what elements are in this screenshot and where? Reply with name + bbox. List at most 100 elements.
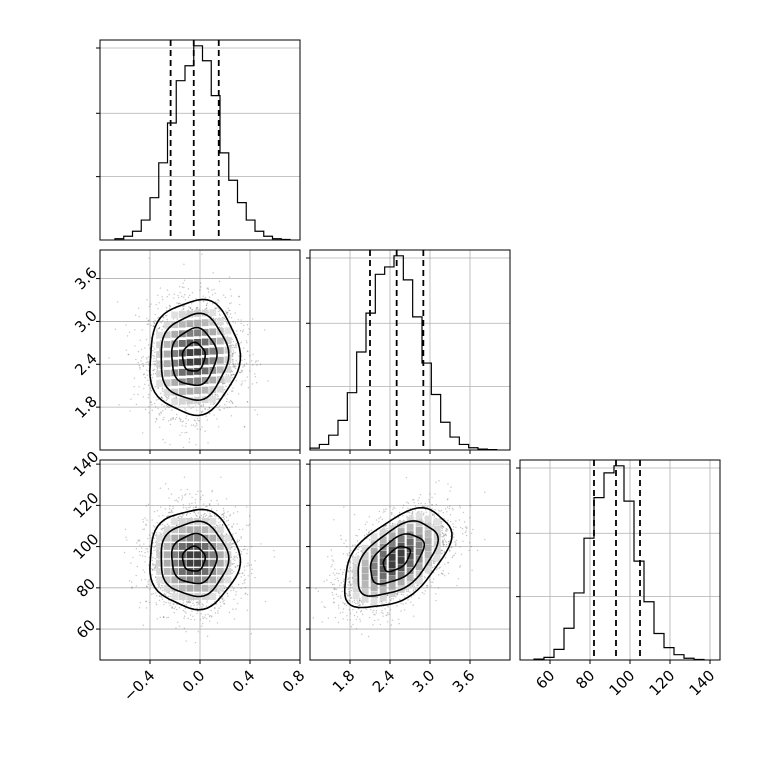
scatter-point (227, 312, 229, 314)
scatter-point (185, 417, 187, 420)
scatter-point (141, 329, 143, 331)
scatter-point (392, 508, 394, 511)
scatter-point (379, 623, 382, 626)
scatter-point (232, 353, 234, 355)
scatter-x-y-panel: 1.82.43.03.6 (71, 249, 301, 454)
scatter-point (144, 383, 146, 386)
scatter-point (259, 363, 262, 366)
scatter-point (153, 402, 156, 405)
scatter-point (204, 512, 206, 515)
scatter-point (448, 507, 451, 510)
scatter-point (207, 613, 209, 616)
scatter-point (224, 382, 226, 385)
scatter-point (156, 549, 159, 552)
scatter-point (139, 366, 141, 369)
scatter-point (315, 587, 317, 590)
scatter-point (238, 371, 241, 374)
density-cell (352, 592, 360, 600)
scatter-point (146, 358, 148, 360)
scatter-point (462, 540, 464, 542)
scatter-point (332, 594, 334, 596)
scatter-point (166, 289, 169, 291)
scatter-point (409, 591, 411, 593)
scatter-point (469, 504, 472, 507)
scatter-point (172, 297, 175, 299)
scatter-point (364, 523, 367, 526)
scatter-point (430, 581, 432, 583)
scatter-point (179, 418, 181, 420)
scatter-point (161, 598, 164, 601)
scatter-points (108, 253, 269, 449)
scatter-point (242, 366, 244, 368)
scatter-point (442, 526, 444, 528)
contour-line (181, 545, 207, 572)
scatter-point (232, 523, 235, 525)
scatter-point (227, 307, 229, 310)
density-cell (201, 559, 209, 567)
scatter-point (159, 349, 161, 351)
scatter-point (199, 516, 201, 519)
scatter-point (239, 303, 241, 306)
scatter-point (424, 505, 426, 508)
density-cell (379, 565, 387, 573)
scatter-point (175, 499, 178, 501)
scatter-point (213, 402, 215, 405)
scatter-point (386, 594, 389, 596)
scatter-point (254, 375, 256, 378)
scatter-point (405, 590, 408, 593)
scatter-point (230, 400, 233, 403)
scatter-point (208, 296, 211, 298)
scatter-point (177, 500, 179, 503)
scatter-point (331, 591, 333, 594)
scatter-point (231, 338, 233, 341)
scatter-point (236, 333, 238, 336)
scatter-point (397, 593, 399, 596)
scatter-point (228, 524, 230, 526)
scatter-point (193, 511, 196, 514)
scatter-point (435, 481, 437, 484)
scatter-point (177, 516, 180, 518)
scatter-point (217, 406, 219, 409)
scatter-point (349, 619, 351, 621)
scatter-point (397, 516, 400, 519)
hist-bar (459, 444, 468, 450)
scatter-point (159, 411, 162, 413)
scatter-point (426, 585, 429, 587)
scatter-point (154, 372, 157, 375)
scatter-point (246, 376, 248, 378)
scatter-point (216, 394, 218, 396)
scatter-point (210, 616, 213, 618)
scatter-point (133, 393, 135, 396)
scatter-point (190, 307, 192, 309)
scatter-point (239, 330, 242, 332)
scatter-point (206, 635, 209, 637)
scatter-point (440, 522, 443, 525)
scatter-point (468, 542, 471, 544)
scatter-point (222, 524, 224, 526)
scatter-point (382, 612, 384, 615)
scatter-point (154, 363, 156, 365)
scatter-point (439, 510, 441, 513)
scatter-point (219, 524, 221, 526)
scatter-point (430, 585, 432, 587)
scatter-point (125, 349, 127, 351)
scatter-point (185, 603, 188, 606)
hist-bar (441, 422, 450, 450)
scatter-point (229, 288, 232, 291)
scatter-point (234, 367, 237, 370)
scatter-point (142, 362, 144, 365)
scatter-point (341, 573, 344, 575)
density-cell (186, 551, 194, 559)
scatter-point (247, 333, 249, 336)
scatter-point (382, 527, 384, 529)
scatter-point (432, 562, 435, 564)
scatter-point (227, 595, 229, 597)
scatter-point (214, 292, 216, 294)
scatter-point (147, 397, 149, 399)
scatter-point (441, 532, 444, 535)
scatter-point (459, 566, 461, 568)
scatter-point (131, 586, 133, 588)
scatter-point (232, 364, 235, 366)
scatter-point (444, 530, 447, 532)
scatter-point (184, 607, 187, 610)
